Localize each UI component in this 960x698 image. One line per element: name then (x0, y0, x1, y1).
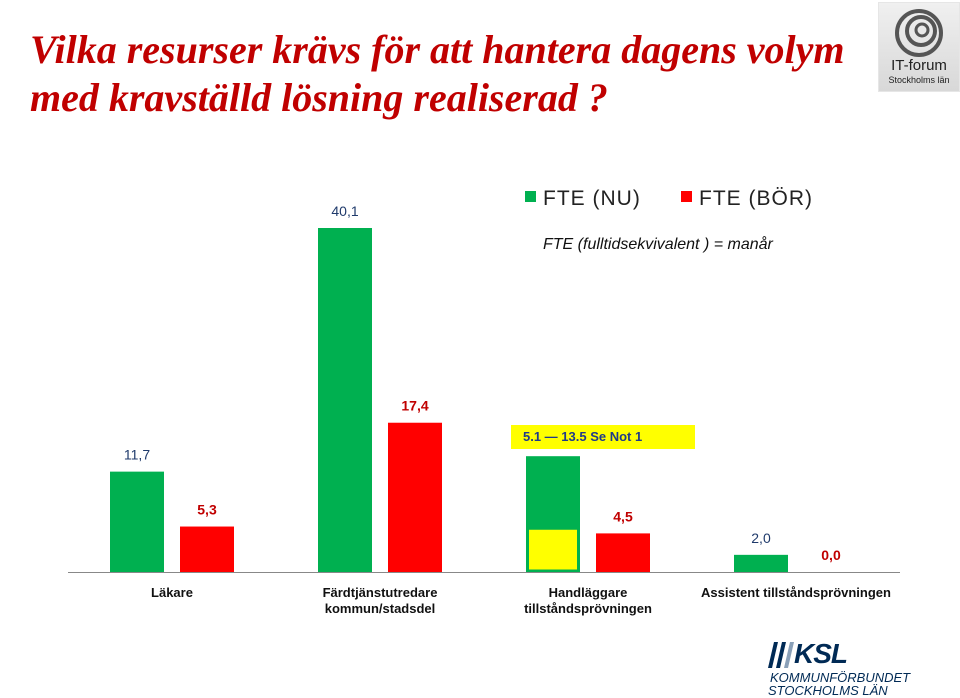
it-forum-subtitle: Stockholms län (888, 75, 950, 85)
ksl-line-2: STOCKHOLMS LÄN (768, 683, 888, 698)
data-label-nu-0: 11,7 (124, 447, 150, 463)
bar-nu-1 (318, 228, 372, 572)
category-label-0-0: Läkare (151, 585, 193, 600)
it-forum-logo: IT-forum Stockholms län (878, 2, 960, 92)
category-label-2-0: Handläggare (549, 585, 628, 600)
bar-nu-3 (734, 554, 788, 572)
spiral-icon (895, 9, 943, 57)
ksl-line-1: KOMMUNFÖRBUNDET (770, 670, 911, 685)
legend-item-bor: FTE (BÖR) (681, 187, 813, 211)
ksl-name: KSL (794, 638, 848, 669)
legend-item-nu: FTE (NU) (525, 187, 641, 211)
ksl-logo: KSL KOMMUNFÖRBUNDET STOCKHOLMS LÄN (766, 638, 936, 698)
bar-nu-0 (110, 471, 164, 572)
ksl-stripes-icon (768, 642, 794, 668)
range-annotation: 5.1 — 13.5 Se Not 1 (511, 425, 695, 449)
data-label-bor-2: 4,5 (613, 508, 633, 524)
range-segment-2 (526, 526, 580, 573)
legend-swatch-nu (525, 191, 536, 202)
legend-label-bor: FTE (BÖR) (699, 187, 813, 210)
legend-label-nu: FTE (NU) (543, 187, 641, 210)
data-label-bor-3: 0,0 (821, 547, 841, 563)
category-label-3-0: Assistent tillståndsprövningen (701, 585, 891, 600)
category-label-1-0: Färdtjänstutredare (323, 585, 438, 600)
bar-bor-1 (388, 422, 442, 572)
data-label-bor-0: 5,3 (197, 502, 217, 518)
it-forum-name: IT-forum (891, 57, 947, 74)
bar-bor-2 (596, 533, 650, 572)
page-title: Vilka resurser krävs för att hantera dag… (30, 27, 845, 120)
chart-subtitle: FTE (fulltidsekvivalent ) = manår (543, 236, 773, 253)
bar-bor-0 (180, 526, 234, 572)
data-label-nu-1: 40,1 (331, 203, 358, 219)
data-label-nu-3: 2,0 (751, 530, 771, 546)
category-label-1-1: kommun/stadsdel (325, 601, 436, 616)
data-label-bor-1: 17,4 (401, 398, 428, 414)
legend-swatch-bor (681, 191, 692, 202)
category-label-2-1: tillståndsprövningen (524, 601, 652, 616)
